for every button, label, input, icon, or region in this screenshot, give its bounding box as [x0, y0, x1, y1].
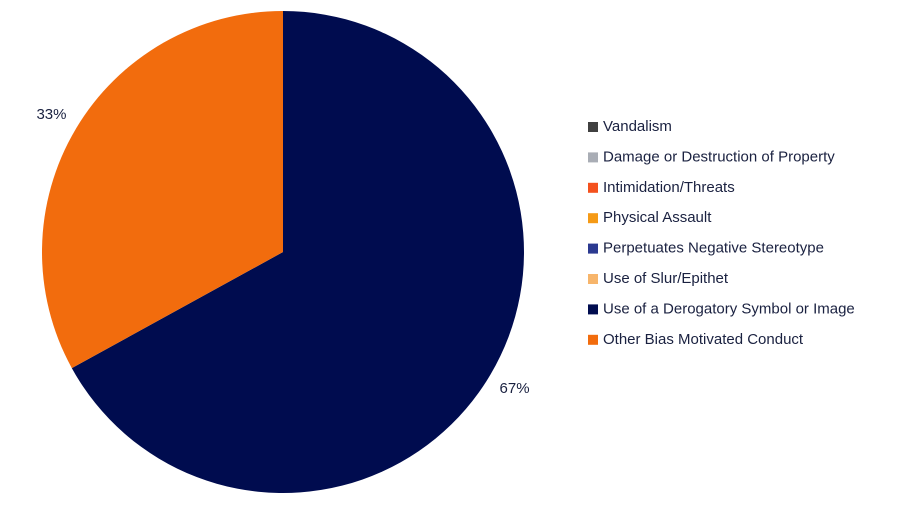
legend-swatch: [588, 304, 598, 315]
legend-swatch: [588, 274, 598, 284]
legend-swatch: [588, 334, 598, 345]
data-label: 67%: [500, 380, 530, 397]
legend-label: Damage or Destruction of Property: [603, 148, 835, 165]
legend-swatch: [588, 243, 598, 254]
legend-label: Vandalism: [603, 118, 672, 135]
data-label: 33%: [36, 106, 66, 123]
pie-slice: [41, 11, 283, 369]
legend-swatch: [588, 122, 598, 132]
legend-swatch: [588, 152, 598, 163]
legend-label: Perpetuates Negative Stereotype: [603, 240, 824, 257]
legend-label: Other Bias Motivated Conduct: [603, 331, 804, 348]
legend-label: Use of a Derogatory Symbol or Image: [603, 300, 855, 317]
legend-label: Physical Assault: [603, 209, 712, 226]
legend-swatch: [588, 213, 598, 224]
pie-slice: [71, 11, 524, 493]
legend-swatch: [588, 182, 598, 193]
legend-label: Use of Slur/Epithet: [603, 270, 729, 287]
legend-label: Intimidation/Threats: [603, 179, 735, 196]
